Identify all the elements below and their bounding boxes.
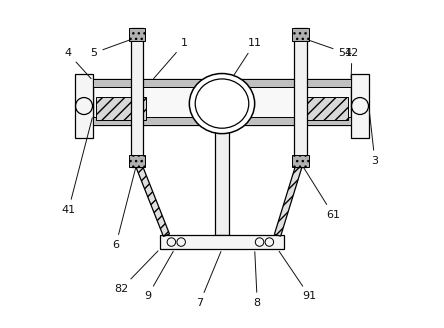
Text: 8: 8 xyxy=(254,252,261,308)
Text: 3: 3 xyxy=(369,111,378,166)
Bar xyxy=(294,29,307,167)
Polygon shape xyxy=(274,160,304,236)
Text: 1: 1 xyxy=(154,38,188,79)
Bar xyxy=(75,74,93,138)
Text: 61: 61 xyxy=(302,165,340,220)
Text: 82: 82 xyxy=(114,251,158,294)
Bar xyxy=(93,117,351,125)
Text: 4: 4 xyxy=(64,48,91,79)
Bar xyxy=(292,29,309,41)
Ellipse shape xyxy=(189,73,255,133)
Bar xyxy=(93,79,351,125)
Bar xyxy=(95,97,146,120)
Bar xyxy=(131,29,143,167)
Bar xyxy=(160,235,284,249)
Text: 41: 41 xyxy=(61,118,92,215)
Bar xyxy=(129,155,145,167)
Text: 6: 6 xyxy=(112,165,136,250)
Bar xyxy=(215,125,229,235)
Bar xyxy=(351,74,369,138)
Text: 7: 7 xyxy=(196,252,221,308)
Bar xyxy=(292,155,309,167)
Text: 91: 91 xyxy=(279,251,317,301)
Bar xyxy=(129,29,145,41)
Text: 5: 5 xyxy=(91,38,135,58)
Text: 42: 42 xyxy=(345,48,359,78)
Text: 51: 51 xyxy=(303,38,353,58)
Text: 11: 11 xyxy=(233,38,262,76)
Bar xyxy=(93,79,351,87)
Polygon shape xyxy=(134,160,170,236)
Text: 9: 9 xyxy=(144,251,173,301)
Bar xyxy=(298,97,349,120)
